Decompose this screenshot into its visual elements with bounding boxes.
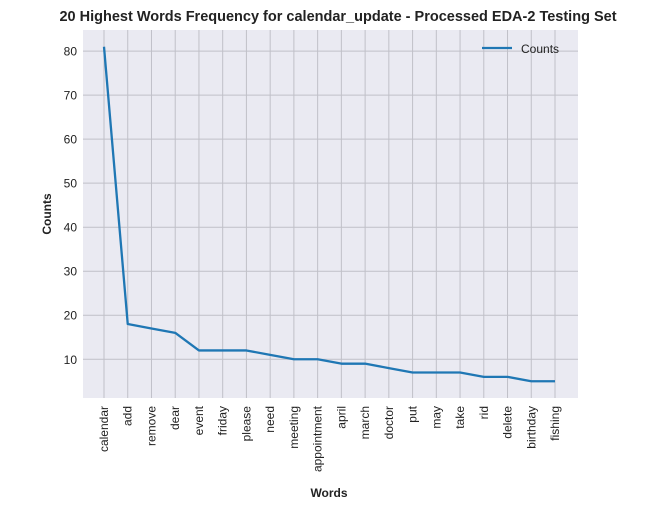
x-tick-label-birthday: birthday	[524, 406, 538, 449]
x-tick-label-appointment: appointment	[311, 405, 325, 472]
plot-area	[83, 30, 578, 398]
x-tick-label-please: please	[239, 406, 253, 442]
x-tick-label-remove: remove	[144, 406, 158, 446]
x-tick-label-may: may	[429, 406, 443, 429]
x-tick-label-dear: dear	[168, 406, 182, 430]
x-tick-label-meeting: meeting	[287, 406, 301, 449]
series-line-counts	[102, 46, 555, 383]
x-tick-label-fishing: fishing	[548, 406, 562, 441]
x-tick-label-need: need	[263, 406, 277, 433]
x-tick-label-rid: rid	[477, 406, 491, 419]
y-tick-label: 80	[64, 45, 78, 59]
x-tick-label-put: put	[406, 405, 420, 422]
x-tick-label-april: april	[334, 406, 348, 429]
chart-title: 20 Highest Words Frequency for calendar_…	[59, 9, 616, 25]
x-tick-label-delete: delete	[501, 406, 515, 439]
x-tick-label-take: take	[453, 406, 467, 429]
x-tick-label-calendar: calendar	[97, 406, 111, 452]
x-axis-label: Words	[310, 486, 347, 500]
x-tick-label-march: march	[358, 406, 372, 439]
y-tick-label: 20	[64, 309, 78, 323]
legend: Counts	[482, 42, 559, 56]
y-tick-label: 10	[64, 353, 78, 367]
grid-lines	[83, 30, 578, 398]
x-axis-ticks: calendar add remove dear event friday please ne…	[97, 405, 562, 472]
y-axis-ticks: 10 20 30 40 50 60 70 80	[64, 45, 78, 367]
y-axis-label: Counts	[40, 193, 54, 235]
y-tick-label: 50	[64, 177, 78, 191]
y-tick-label: 70	[64, 89, 78, 103]
x-tick-label-event: event	[192, 405, 206, 435]
legend-label: Counts	[521, 42, 559, 56]
x-tick-label-add: add	[121, 406, 135, 426]
y-tick-label: 60	[64, 133, 78, 147]
y-tick-label: 40	[64, 221, 78, 235]
x-tick-label-doctor: doctor	[382, 406, 396, 439]
y-tick-label: 30	[64, 265, 78, 279]
x-tick-label-friday: friday	[216, 406, 230, 435]
